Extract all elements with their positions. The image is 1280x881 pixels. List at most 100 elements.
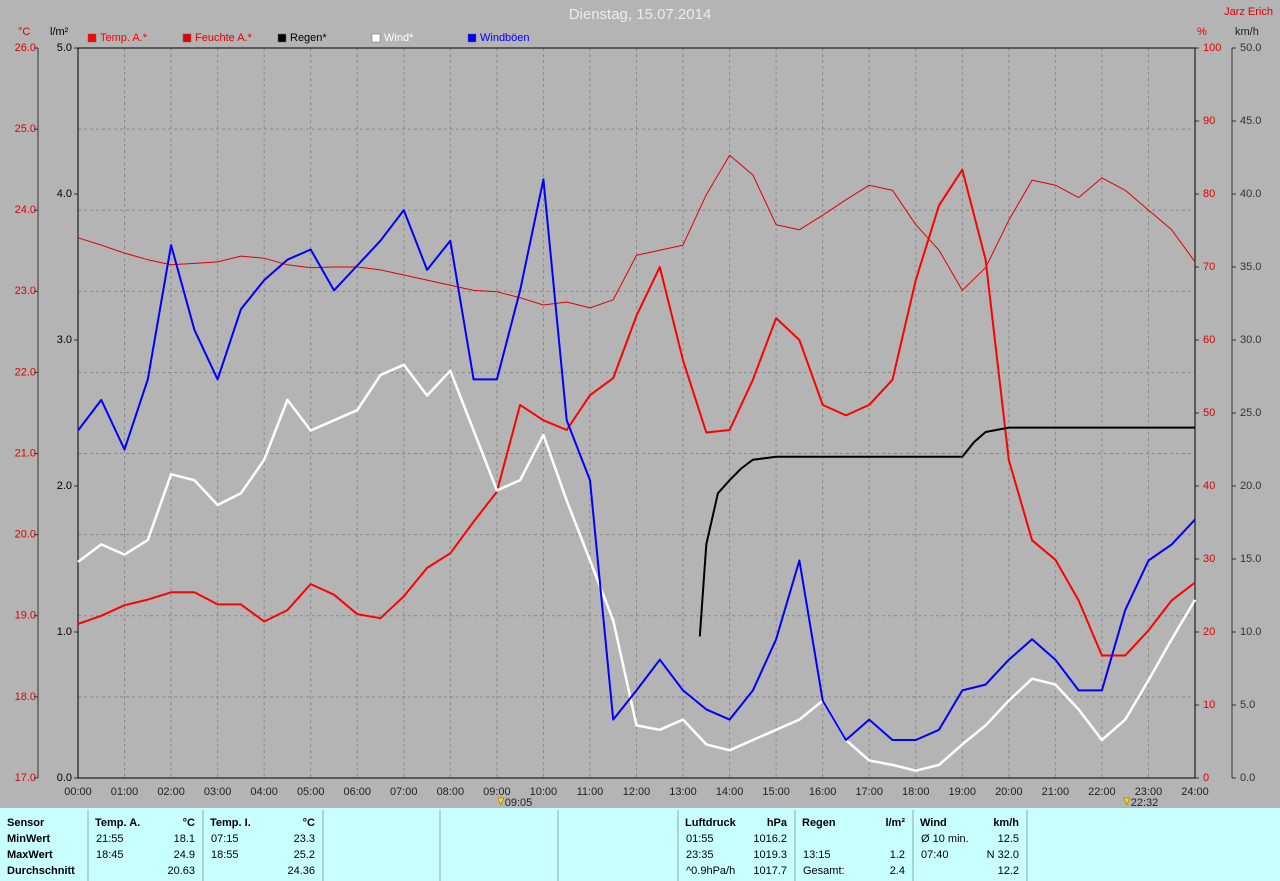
section-name: Temp. I. <box>210 817 251 829</box>
cell-label: 07:40 <box>921 849 949 861</box>
legend-swatch <box>467 33 477 43</box>
y3-tick-label: 50 <box>1203 407 1215 419</box>
y2-tick-label: 3.0 <box>57 334 72 346</box>
cell-value: 12.5 <box>998 833 1019 845</box>
x-tick-label: 10:00 <box>530 786 558 798</box>
series-line <box>77 154 1196 309</box>
y-tick-label: 25.0 <box>15 123 36 135</box>
row-label: MaxWert <box>7 849 53 861</box>
cell-value: 24.36 <box>287 865 315 877</box>
section-unit: l/m² <box>885 817 905 829</box>
row-label: Sensor <box>7 817 45 829</box>
plot-border <box>77 47 1196 779</box>
row-label: Durchschnitt <box>7 865 75 877</box>
cell-label: 23:35 <box>686 849 714 861</box>
y3-tick-label: 0 <box>1203 772 1209 784</box>
cell-label: ^0.9hPa/h <box>686 865 735 877</box>
series-line <box>698 426 1195 637</box>
x-tick-label: 23:00 <box>1135 786 1163 798</box>
y3-tick-label: 60 <box>1203 334 1215 346</box>
x-tick-label: 22:00 <box>1088 786 1116 798</box>
series-line <box>77 168 1196 657</box>
cell-value: 12.2 <box>998 865 1019 877</box>
y-tick-label: 26.0 <box>15 42 36 54</box>
cell-value: 24.9 <box>174 849 195 861</box>
x-tick-label: 12:00 <box>623 786 651 798</box>
x-tick-label: 09:00 <box>483 786 511 798</box>
y4-tick-label: 45.0 <box>1240 115 1261 127</box>
cell-value: 1016.2 <box>753 833 787 845</box>
cell-label: 21:55 <box>96 833 124 845</box>
section-unit: hPa <box>767 817 788 829</box>
marker-label: 09:05 <box>505 797 533 809</box>
author: Jarz Erich <box>1224 6 1273 18</box>
y-tick-label: 22.0 <box>15 366 36 378</box>
x-tick-label: 15:00 <box>762 786 790 798</box>
x-tick-label: 20:00 <box>995 786 1023 798</box>
marker-label: 22:32 <box>1131 797 1159 809</box>
y-axis-label: °C <box>18 26 30 38</box>
series-line <box>77 363 1197 772</box>
legend-label: Regen* <box>290 32 327 44</box>
cell-label: 18:45 <box>96 849 124 861</box>
x-tick-label: 13:00 <box>669 786 697 798</box>
y2-axis-label: l/m² <box>50 26 69 38</box>
legend-swatch <box>277 33 287 43</box>
x-tick-label: 05:00 <box>297 786 325 798</box>
legend-label: Windböen <box>480 32 530 44</box>
cell-label: 01:55 <box>686 833 714 845</box>
y-tick-label: 24.0 <box>15 204 36 216</box>
cell-value: 1019.3 <box>753 849 787 861</box>
y-tick-label: 20.0 <box>15 529 36 541</box>
y3-tick-label: 80 <box>1203 188 1215 200</box>
marker <box>497 797 505 806</box>
section-unit: °C <box>303 817 315 829</box>
cell-label: 13:15 <box>803 849 831 861</box>
x-tick-label: 06:00 <box>343 786 371 798</box>
x-tick-label: 16:00 <box>809 786 837 798</box>
legend-label: Wind* <box>384 32 414 44</box>
legend-swatch <box>371 33 381 43</box>
y3-tick-label: 30 <box>1203 553 1215 565</box>
y4-tick-label: 35.0 <box>1240 261 1261 273</box>
legend-swatch <box>87 33 97 43</box>
y-tick-label: 19.0 <box>15 610 36 622</box>
y4-tick-label: 40.0 <box>1240 188 1261 200</box>
legend-label: Feuchte A.* <box>195 32 253 44</box>
cell-label: Ø 10 min. <box>921 833 969 845</box>
x-tick-label: 07:00 <box>390 786 418 798</box>
cell-value: N 32.0 <box>987 849 1019 861</box>
marker <box>1123 797 1131 806</box>
y3-tick-label: 20 <box>1203 626 1215 638</box>
cell-label: Gesamt: <box>803 865 845 877</box>
section-name: Wind <box>920 817 947 829</box>
stats-panel <box>0 808 1280 881</box>
x-tick-label: 00:00 <box>64 786 92 798</box>
x-tick-label: 01:00 <box>111 786 139 798</box>
y4-tick-label: 15.0 <box>1240 553 1261 565</box>
section-name: Temp. A. <box>95 817 140 829</box>
x-tick-label: 19:00 <box>949 786 977 798</box>
y4-tick-label: 5.0 <box>1240 699 1255 711</box>
cell-value: 23.3 <box>294 833 315 845</box>
series-line <box>77 178 1196 741</box>
chart-title: Dienstag, 15.07.2014 <box>569 6 712 23</box>
x-tick-label: 17:00 <box>855 786 883 798</box>
x-tick-label: 18:00 <box>902 786 930 798</box>
y-tick-label: 23.0 <box>15 285 36 297</box>
cell-value: 1017.7 <box>753 865 787 877</box>
section-name: Regen <box>802 817 836 829</box>
x-tick-label: 03:00 <box>204 786 232 798</box>
section-name: Luftdruck <box>685 817 737 829</box>
y3-tick-label: 100 <box>1203 42 1221 54</box>
y4-tick-label: 25.0 <box>1240 407 1261 419</box>
y3-tick-label: 10 <box>1203 699 1215 711</box>
x-tick-label: 14:00 <box>716 786 744 798</box>
y3-axis-label: % <box>1197 26 1207 38</box>
row-label: MinWert <box>7 833 51 845</box>
y3-tick-label: 90 <box>1203 115 1215 127</box>
y2-tick-label: 4.0 <box>57 188 72 200</box>
y3-tick-label: 40 <box>1203 480 1215 492</box>
y-tick-label: 18.0 <box>15 691 36 703</box>
